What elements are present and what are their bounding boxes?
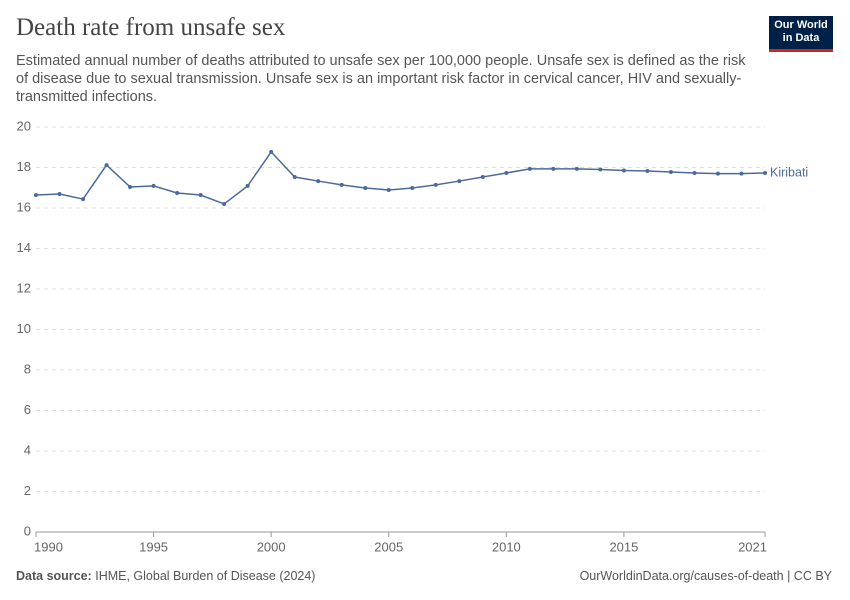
point — [175, 191, 180, 196]
point — [621, 168, 626, 173]
series-label: Kiribati — [770, 165, 808, 179]
source: Data source: IHME, Global Burden of Dise… — [16, 569, 315, 583]
point — [57, 192, 62, 197]
y-tick-label: 18 — [17, 159, 31, 174]
x-tick-label: 2000 — [257, 539, 286, 554]
source-text: IHME, Global Burden of Disease (2024) — [95, 569, 316, 583]
point — [128, 184, 133, 189]
y-tick-label: 6 — [24, 402, 31, 417]
point — [34, 193, 38, 198]
x-tick-label: 1995 — [139, 539, 168, 554]
y-tick-label: 20 — [17, 118, 31, 133]
point — [433, 182, 438, 187]
point — [151, 183, 156, 188]
y-tick-label: 0 — [24, 523, 31, 538]
y-tick-label: 10 — [17, 321, 31, 336]
logo-line: Our World — [774, 19, 828, 31]
point — [715, 171, 720, 176]
point — [363, 185, 368, 190]
x-tick-label: 1990 — [34, 539, 63, 554]
x-tick-label: 2010 — [492, 539, 521, 554]
point — [269, 149, 274, 154]
line — [35, 150, 766, 205]
point — [386, 187, 391, 192]
point — [339, 182, 344, 187]
point — [692, 170, 697, 175]
point — [104, 163, 109, 168]
point — [551, 166, 556, 171]
point — [645, 168, 650, 173]
point — [198, 193, 203, 198]
logo-line: in Data — [782, 32, 820, 44]
y-tick-label: 8 — [24, 361, 31, 376]
point — [316, 179, 321, 184]
source-label: Data source: — [16, 569, 92, 583]
y-tick-label: 12 — [17, 280, 31, 295]
point — [410, 185, 415, 190]
point — [763, 170, 767, 175]
x-tick-label: 2005 — [374, 539, 403, 554]
footer-link[interactable]: OurWorldinData.org/causes-of-death | CC … — [579, 569, 832, 583]
point — [739, 171, 744, 176]
point — [457, 179, 462, 184]
y-tick-label: 16 — [17, 199, 31, 214]
point — [527, 166, 532, 171]
chart-subtitle: Estimated annual number of deaths attrib… — [16, 53, 746, 105]
x-tick-label: 2015 — [609, 539, 638, 554]
point — [222, 201, 227, 206]
y-tick-label: 4 — [24, 442, 31, 457]
point — [292, 175, 297, 180]
point — [81, 197, 86, 202]
point — [480, 175, 485, 180]
y-tick-label: 14 — [17, 240, 31, 255]
point — [504, 170, 509, 175]
logo[interactable]: Our World in Data — [769, 16, 833, 52]
point — [668, 169, 673, 174]
chart-title: Death rate from unsafe sex — [16, 14, 286, 41]
y-tick-label: 2 — [24, 483, 31, 498]
point — [245, 183, 250, 188]
x-tick-label: 2021 — [738, 539, 767, 554]
point — [598, 167, 603, 172]
point — [574, 166, 579, 171]
